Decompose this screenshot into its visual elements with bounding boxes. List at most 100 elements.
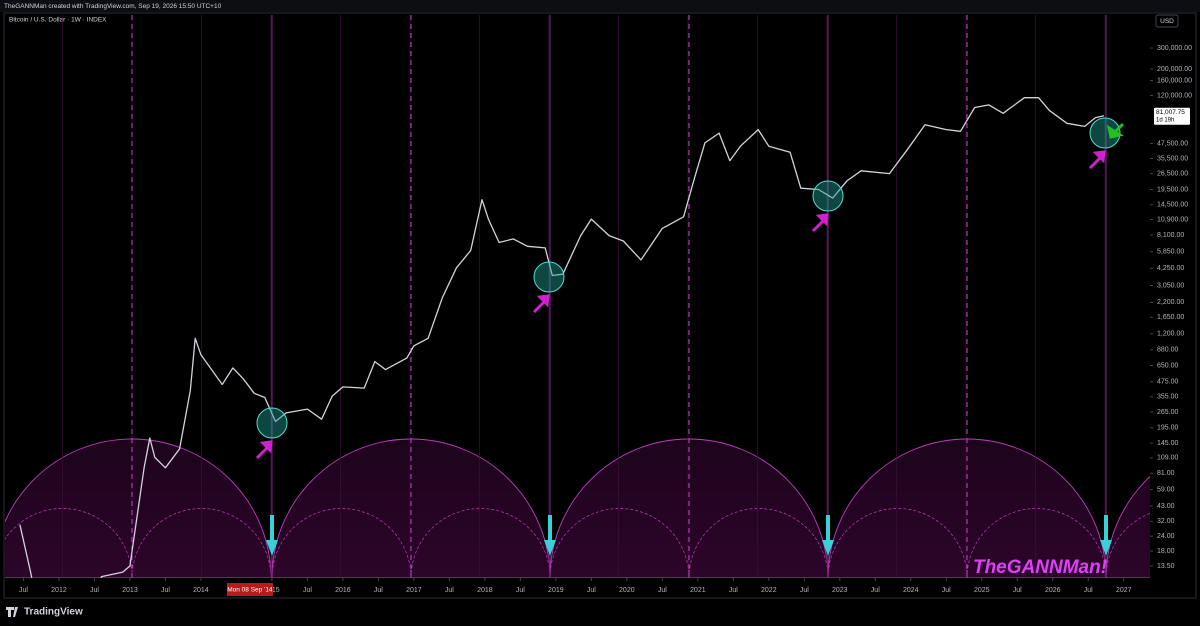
y-tick-label: 650.00 <box>1157 362 1179 369</box>
x-tick-label: Jul <box>871 587 880 594</box>
x-tick-label: 2022 <box>761 587 777 594</box>
y-tick-label: 43.00 <box>1157 503 1175 510</box>
y-tick-label: 300,000.00 <box>1157 45 1192 52</box>
y-tick-label: 2,200.00 <box>1157 299 1184 306</box>
half-cycle-arc <box>5 508 133 578</box>
footer-bar <box>0 600 1200 626</box>
half-cycle-arc <box>410 508 551 578</box>
y-tick-label: 195.00 <box>1157 425 1179 432</box>
low-circle <box>256 407 288 439</box>
y-tick-label: 109.00 <box>1157 455 1179 462</box>
y-tick-label: 475.00 <box>1157 379 1179 386</box>
y-tick-label: 1,650.00 <box>1157 314 1184 321</box>
top-bar <box>0 0 1200 12</box>
y-tick-label: 13.50 <box>1157 563 1175 570</box>
x-tick-label: Jul <box>800 587 809 594</box>
x-tick-label: 2026 <box>1045 587 1061 594</box>
last-price-box <box>1154 107 1190 125</box>
down-arrow <box>1100 515 1112 556</box>
price-layer <box>19 97 1105 578</box>
y-tick-label: 10,900.00 <box>1157 216 1188 223</box>
last-price: 81,007.75 <box>1156 109 1185 116</box>
x-tick-label: Jul <box>658 587 667 594</box>
x-tick-label: 2025 <box>974 587 990 594</box>
currency-badge <box>1155 14 1179 28</box>
y-tick-label: 59.00 <box>1157 486 1175 493</box>
x-tick-label: 2019 <box>548 587 564 594</box>
half-cycle-arc <box>1105 513 1150 578</box>
x-tick-label: 2016 <box>335 587 351 594</box>
y-tick-label: 200,000.00 <box>1157 66 1192 73</box>
x-tick-label: 2012 <box>51 587 67 594</box>
x-tick-label: Jul <box>90 587 99 594</box>
x-tick-label: 2018 <box>477 587 493 594</box>
cycle-arc <box>827 438 1107 578</box>
up-arrow <box>532 294 550 314</box>
price-line <box>19 97 1105 578</box>
y-tick-label: 35,500.00 <box>1157 155 1188 162</box>
up-arrow <box>1088 150 1106 170</box>
x-tick-label: Jul <box>303 587 312 594</box>
chart-title: Bitcoin / U.S. Dollar · 1W · INDEX <box>9 17 107 24</box>
y-tick-label: 355.00 <box>1157 394 1179 401</box>
y-tick-label: 4,250.00 <box>1157 265 1184 272</box>
countdown: 1d 19h <box>1156 117 1174 123</box>
watermark: TheGANNMan! <box>973 557 1107 578</box>
low-circle <box>812 180 844 212</box>
half-cycle-arc <box>549 508 690 578</box>
y-tick-label: 19,500.00 <box>1157 186 1188 193</box>
up-arrow <box>811 213 829 233</box>
half-cycle-arc <box>827 508 968 578</box>
low-circle <box>533 261 565 293</box>
y-tick-label: 14,500.00 <box>1157 202 1188 209</box>
x-tick-label: 2027 <box>1116 587 1132 594</box>
half-cycle-arc <box>966 508 1107 578</box>
x-tick-label: Jul <box>587 587 596 594</box>
x-tick-label: Jul <box>161 587 170 594</box>
x-tick-label: 2020 <box>619 587 635 594</box>
x-tick-label: 2017 <box>406 587 422 594</box>
y-tick-label: 3,050.00 <box>1157 282 1184 289</box>
crosshair-label-box <box>226 583 273 596</box>
down-arrow <box>544 515 556 556</box>
y-tick-label: 18.00 <box>1157 548 1175 555</box>
cycle-arc <box>549 438 829 578</box>
x-tick-label: Jul <box>729 587 738 594</box>
x-tick-label: Jul <box>1013 587 1022 594</box>
half-cycle-arc <box>271 508 412 578</box>
y-tick-label: 5,850.00 <box>1157 249 1184 256</box>
grid: 300,000.00 200,000.00 160,000.00 120,000.00… <box>19 45 1192 594</box>
cycle-overlay <box>5 15 1150 578</box>
down-arrow <box>266 515 278 556</box>
y-tick-label: 120,000.00 <box>1157 92 1192 99</box>
y-tick-label: 145.00 <box>1157 440 1179 447</box>
half-cycle-arc <box>688 508 829 578</box>
x-tick-label: Jul <box>374 587 383 594</box>
x-tick-label: 2014 <box>193 587 209 594</box>
y-tick-label: 26,500.00 <box>1157 170 1188 177</box>
x-tick-label: Jul <box>942 587 951 594</box>
half-cycle-arc <box>131 508 272 578</box>
brand: TradingView <box>24 607 83 618</box>
caption: TheGANNMan created with TradingView.com,… <box>4 3 222 10</box>
x-tick-label: Jul <box>516 587 525 594</box>
y-tick-label: 8,100.00 <box>1157 232 1184 239</box>
up-arrow <box>255 440 273 460</box>
crosshair-label: Mon 08 Sep '14 <box>227 587 273 594</box>
y-tick-label: 24.00 <box>1157 533 1175 540</box>
brand-logo <box>6 607 18 617</box>
y-tick-label: 47,500.00 <box>1157 140 1188 147</box>
y-tick-label: 265.00 <box>1157 409 1179 416</box>
y-tick-label: 160,000.00 <box>1157 77 1192 84</box>
y-tick-label: 32.00 <box>1157 518 1175 525</box>
x-tick-label: Jul <box>1084 587 1093 594</box>
green-arrow <box>1106 122 1125 139</box>
y-tick-label: 81.00 <box>1157 470 1175 477</box>
x-tick-label: Jul <box>445 587 454 594</box>
x-tick-label: 2021 <box>690 587 706 594</box>
x-tick-label: 2013 <box>122 587 138 594</box>
